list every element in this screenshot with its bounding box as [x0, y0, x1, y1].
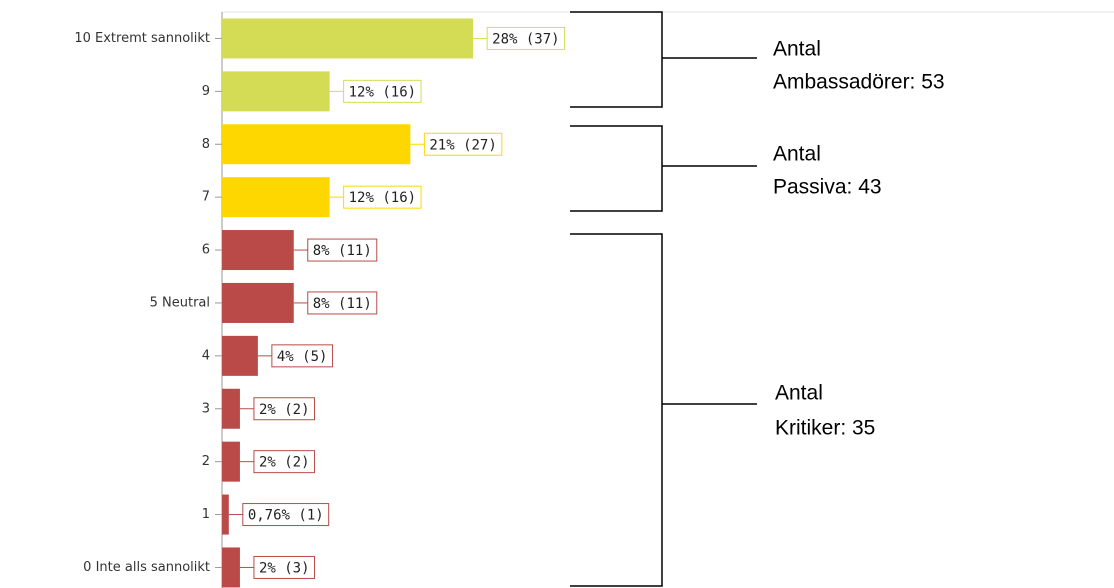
bar: [222, 71, 330, 112]
bar: [222, 177, 330, 218]
annotation: Passiva: 43: [773, 176, 882, 199]
bar: [222, 124, 411, 165]
y-tick-label: 5 Neutral: [150, 295, 210, 310]
label-box: [343, 79, 422, 103]
label-box: [343, 185, 422, 209]
bar: [222, 335, 258, 376]
value-label: 8% (11): [313, 243, 372, 259]
bar: [222, 441, 240, 482]
value-label: 28% (37): [492, 31, 559, 47]
value-label: 2% (2): [259, 402, 310, 418]
value-label: 8% (11): [313, 296, 372, 312]
brackets: [570, 11, 757, 587]
annotation: Kritiker: 35: [775, 417, 875, 440]
value-label: 21% (27): [429, 137, 496, 153]
y-tick-label: 2: [202, 454, 210, 469]
label-box: [307, 291, 378, 315]
y-tick-label: 1: [202, 507, 210, 522]
label-box: [486, 26, 566, 50]
label-box: [253, 397, 316, 421]
bar: [222, 18, 474, 59]
y-tick-label: 4: [202, 348, 210, 363]
y-tick-label: 8: [202, 137, 210, 152]
bracket: [570, 11, 757, 108]
bar: [222, 230, 294, 271]
y-tick-label: 9: [202, 84, 210, 99]
bar: [222, 494, 229, 535]
y-tick-label: 7: [202, 190, 210, 205]
value-label: 2% (3): [259, 560, 310, 576]
annotation: Antal: [773, 143, 821, 166]
bar: [222, 547, 240, 588]
y-tick-label: 3: [202, 401, 210, 416]
annotation: Ambassadörer: 53: [773, 71, 945, 94]
annotation: Antal: [775, 382, 823, 405]
value-label: 2% (2): [259, 455, 310, 471]
bracket: [570, 233, 757, 587]
label-box: [307, 238, 378, 262]
y-tick-label: 6: [202, 243, 210, 258]
label-box: [423, 132, 503, 156]
annotation: Antal: [773, 38, 821, 61]
value-label: 4% (5): [277, 349, 328, 365]
label-box: [253, 555, 316, 579]
bar: [222, 282, 294, 323]
value-label: 12% (16): [349, 84, 416, 100]
label-box: [253, 450, 316, 474]
y-tick-label: 10 Extremt sannolikt: [74, 31, 210, 46]
value-label: 12% (16): [349, 190, 416, 206]
bracket: [570, 125, 757, 212]
label-box: [271, 344, 333, 368]
y-tick-label: 0 Inte alls sannolikt: [83, 560, 210, 575]
label-box: [242, 503, 330, 527]
value-label: 0,76% (1): [248, 508, 324, 524]
bar: [222, 388, 240, 429]
